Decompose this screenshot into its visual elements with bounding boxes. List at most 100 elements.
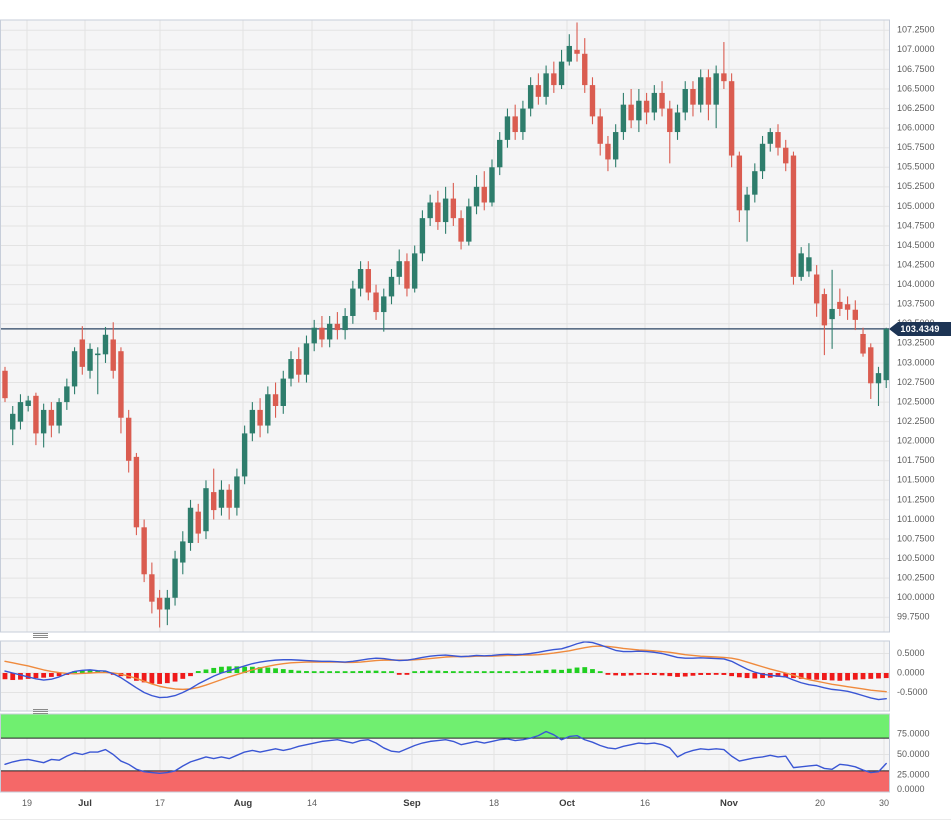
candle-body [373,292,379,313]
candle-body [813,274,820,304]
candle-body [172,558,178,598]
candle-body [56,402,62,426]
price-axis-label: 101.0000 [897,514,935,524]
price-axis-label: 106.2500 [897,103,935,113]
candle-body [566,45,572,62]
macd-histogram-bar [713,673,719,675]
macd-histogram-bar [180,673,186,679]
candle-body [164,597,171,610]
candle-body [875,373,882,384]
macd-histogram-bar [41,673,47,678]
price-axis-label: 102.5000 [897,396,935,406]
candle-body [404,261,410,289]
panel-border [0,713,890,793]
macd-histogram-bar [435,670,441,673]
candle-body [752,171,758,195]
price-axis-label: 101.7500 [897,455,935,465]
macd-histogram-bar [466,671,472,673]
macd-histogram-bar [56,673,62,677]
macd-histogram-bar [497,671,503,673]
macd-histogram-bar [512,671,518,673]
macd-histogram-bar [443,671,449,673]
macd-histogram-bar [651,673,657,675]
candle-body [319,327,325,340]
candle-body [17,402,24,422]
macd-histogram-bar [389,671,394,673]
macd-panel-resize-handle-icon[interactable] [33,633,48,634]
price-axis-label: 103.7500 [897,299,935,309]
macd-histogram-bar [644,673,649,675]
candle-body [659,92,665,109]
candle-body [64,386,70,403]
rsi-panel-resize-handle-icon[interactable] [33,709,48,710]
candle-body [211,492,217,511]
price-axis-label: 104.0000 [897,279,935,289]
candle-body [118,351,124,418]
macd-histogram-bar [319,671,325,673]
candle-body [10,413,16,430]
candle-body [203,488,209,532]
macd-histogram-bar [234,666,240,673]
macd-histogram-bar [845,673,850,681]
macd-histogram-bar [775,673,781,677]
candle-body [102,334,109,355]
macd-histogram-bar [296,670,302,673]
candle-body [48,409,55,426]
x-axis-label: 19 [22,798,32,808]
candle-body [643,100,650,113]
candle-body [620,104,627,133]
macd-histogram-bar [365,670,371,673]
candle-body [674,112,681,133]
candle-body [612,132,619,160]
candle-body [690,89,696,105]
candle-body [296,359,302,375]
macd-histogram-bar [605,673,611,675]
macd-histogram-bar [273,668,278,673]
macd-histogram-bar [327,671,333,673]
candle-body [427,202,433,219]
macd-histogram-bar [33,673,39,679]
candle-body [504,116,511,140]
macd-histogram-bar [242,666,248,673]
candle-body [79,339,85,367]
candle-body [71,351,78,387]
candle-body [381,296,387,313]
candle-body [280,378,286,406]
candle-body [435,202,441,223]
panel-border [0,19,890,633]
macd-histogram-bar [95,670,101,673]
macd-histogram-bar [25,673,31,679]
macd-histogram-bar [219,666,224,673]
macd-histogram-bar [350,671,356,673]
candle-body [829,308,835,320]
macd-histogram-bar [505,671,510,673]
rsi-axis-label: 75.0000 [897,728,930,738]
price-axis-label: 100.0000 [897,592,935,602]
candle-body [411,253,418,289]
x-axis-label: Oct [559,798,576,809]
macd-histogram-bar [149,673,155,684]
macd-histogram-bar [226,666,232,673]
macd-histogram-bar [883,673,889,679]
candle-body [698,77,704,105]
candle-body [512,116,518,133]
macd-histogram-bar [396,673,402,675]
candle-body [234,476,240,508]
candle-body [388,276,395,297]
candle-body [342,315,348,331]
macd-histogram-bar [752,673,758,679]
macd-histogram-bar [698,673,704,675]
macd-histogram-bar [304,671,309,673]
macd-histogram-bar [87,670,93,673]
candle-body [110,339,116,371]
macd-histogram-bar [164,673,170,684]
candle-body [682,89,688,113]
candle-body [450,198,457,219]
candle-body [667,108,673,133]
candle-body [589,85,596,117]
candle-body [821,294,828,326]
price-axis-label: 106.7500 [897,64,935,74]
macd-histogram-bar [721,673,727,675]
